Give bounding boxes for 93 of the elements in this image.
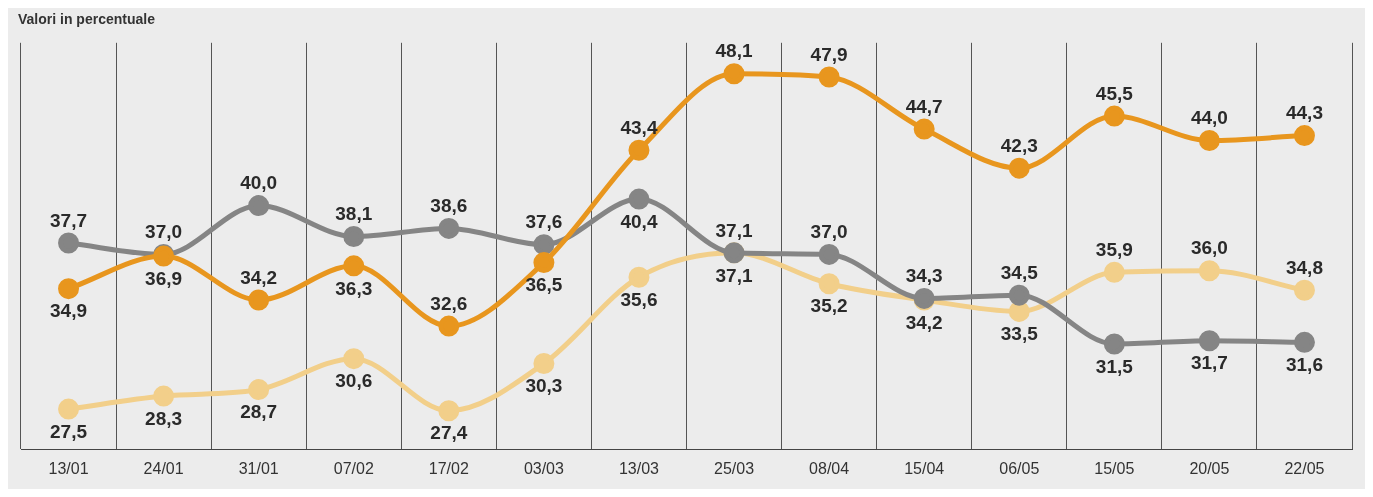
x-tick-label: 08/04 [809,459,850,477]
point [343,226,365,248]
point [153,385,175,407]
data-label: 33,5 [1000,323,1039,345]
point [1293,125,1315,147]
x-tick-label: 15/04 [904,459,945,477]
data-label: 40,4 [620,210,658,232]
data-label: 44,0 [1190,107,1228,129]
point [1008,300,1030,322]
point [1103,261,1125,283]
data-label: 34,2 [905,311,943,333]
point [818,273,840,295]
data-label: 34,8 [1285,256,1323,278]
data-label: 44,3 [1285,102,1323,124]
data-label: 44,7 [905,95,943,117]
point [628,266,650,288]
data-label: 35,2 [810,295,848,317]
data-label: 37,1 [715,219,753,241]
x-tick-label: 13/03 [618,459,660,477]
x-tick-label: 13/01 [48,459,89,477]
data-label: 32,6 [430,292,468,314]
chart-title: Valori in percentuale [18,11,156,28]
point [533,353,555,375]
x-tick-label: 03/03 [523,459,565,477]
data-label: 36,3 [335,277,373,299]
data-label: 37,7 [50,209,88,231]
data-label: 28,7 [240,401,278,423]
point [438,400,460,422]
data-label: 36,5 [525,274,563,296]
data-label: 27,4 [430,422,468,444]
data-label: 35,9 [1095,239,1133,261]
point [343,255,365,277]
point [913,118,935,140]
point [1198,330,1220,352]
x-tick-label: 07/02 [333,459,374,477]
point [1293,331,1315,353]
data-label: 43,4 [620,116,658,138]
x-tick-label: 20/05 [1189,459,1230,477]
point [818,243,840,265]
data-label: 37,0 [810,221,848,243]
point [818,66,840,88]
data-label: 42,3 [1000,134,1038,156]
x-tick-label: 24/01 [143,459,184,477]
data-label: 37,6 [525,211,563,233]
point [533,252,555,274]
data-label: 34,5 [1000,261,1039,283]
data-label: 31,7 [1190,352,1228,374]
point [343,348,365,370]
x-tick-label: 15/05 [1094,459,1135,477]
data-label: 35,6 [620,288,658,310]
data-label: 36,0 [1190,237,1228,259]
point [1198,260,1220,282]
data-label: 31,6 [1285,354,1323,376]
point [248,379,270,401]
point [248,289,270,311]
point [533,234,555,256]
data-label: 31,5 [1095,355,1134,377]
point [1198,129,1220,151]
point [58,398,80,420]
x-tick-label: 31/01 [238,459,279,477]
data-label: 28,3 [145,407,183,429]
point [58,232,80,254]
x-tick-label: 25/03 [714,459,755,477]
x-tick-label: 22/05 [1284,459,1325,477]
point [438,217,460,239]
point [1008,157,1030,179]
data-label: 30,6 [335,370,373,392]
point [1008,284,1030,306]
data-label: 27,5 [50,420,88,442]
data-label: 48,1 [715,40,753,62]
data-label: 36,9 [145,267,183,289]
data-label: 40,0 [240,172,278,194]
data-label: 38,1 [335,203,373,225]
point [628,139,650,161]
point [58,278,80,300]
data-label: 37,0 [145,221,183,243]
point [1103,333,1125,355]
point [628,188,650,210]
data-label: 47,9 [810,43,848,65]
point [248,195,270,217]
point [438,315,460,337]
data-label: 34,9 [50,300,88,322]
data-label: 34,2 [240,266,278,288]
data-label: 37,1 [715,264,753,286]
x-tick-label: 06/05 [999,459,1040,477]
point [723,63,745,85]
data-label: 38,6 [430,195,468,217]
data-label: 34,3 [905,265,943,287]
point [1103,105,1125,127]
data-label: 30,3 [525,375,563,397]
x-tick-label: 17/02 [428,459,469,477]
data-label: 45,5 [1095,82,1134,104]
point [1293,279,1315,301]
